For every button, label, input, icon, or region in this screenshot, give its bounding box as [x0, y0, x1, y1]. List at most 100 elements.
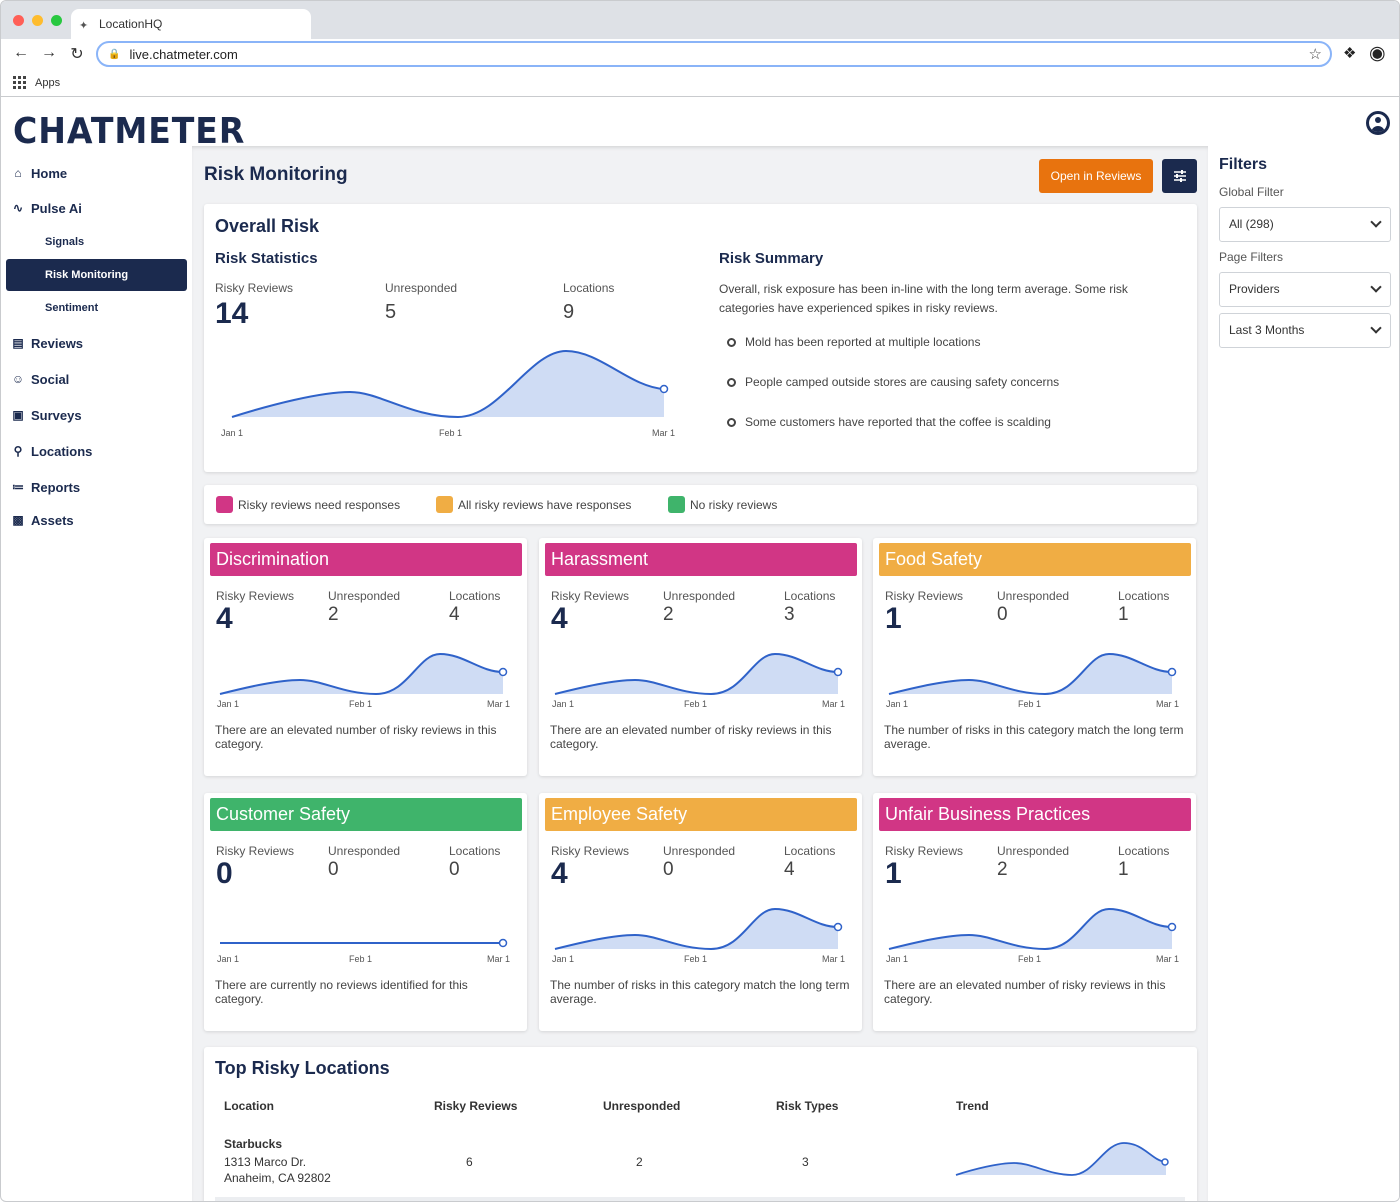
sidebar-subitem-signals[interactable]: Signals [45, 236, 85, 248]
chevron-down-icon [1370, 322, 1382, 334]
trend-endpoint[interactable] [498, 667, 508, 677]
locations-label: Locations [784, 589, 836, 603]
category-trend-chart [220, 938, 508, 948]
category-card-harassment[interactable]: Harassment Risky Reviews Unresponded Locati… [539, 538, 862, 776]
category-trend-chart [554, 907, 843, 951]
trend-endpoint[interactable] [659, 384, 669, 394]
category-title[interactable]: Unfair Business Practices [879, 798, 1191, 831]
main-content: Risk Monitoring Open in Reviews Overall … [192, 146, 1208, 1201]
minimize-window-button[interactable] [32, 15, 43, 26]
extensions-icon[interactable]: ❖ [1343, 45, 1357, 62]
category-note: There are currently no reviews identifie… [215, 978, 468, 1006]
sidebar-item-reports[interactable]: ≔ Reports [11, 477, 80, 497]
risky-reviews-value: 4 [216, 602, 233, 635]
filters-panel: Filters Global Filter All (298) Page Fil… [1208, 146, 1399, 1201]
reload-icon[interactable]: ↻ [70, 46, 84, 63]
locations-label: Locations [563, 281, 615, 295]
profile-icon[interactable]: ◉ [1369, 43, 1386, 64]
column-header-risk-types[interactable]: Risk Types [776, 1099, 839, 1113]
trend-line [888, 907, 1173, 951]
filter-settings-button[interactable] [1162, 159, 1197, 193]
category-card-customer-safety[interactable]: Customer Safety Risky Reviews Unresponded L… [204, 793, 527, 1031]
overall-risk-trend-chart [231, 349, 669, 419]
location-unresponded: 2 [636, 1155, 643, 1169]
category-card-discrimination[interactable]: Discrimination Risky Reviews Unresponded Lo… [204, 538, 527, 776]
category-card-unfair-business-practices[interactable]: Unfair Business Practices Risky Reviews Un… [873, 793, 1196, 1031]
category-title[interactable]: Customer Safety [210, 798, 522, 831]
trend-area [232, 351, 664, 417]
bookmark-star-icon[interactable]: ☆ [1308, 46, 1322, 63]
trend-area [220, 654, 503, 694]
top-risky-locations-title: Top Risky Locations [215, 1058, 390, 1078]
trend-endpoint[interactable] [833, 667, 843, 677]
category-title[interactable]: Employee Safety [545, 798, 857, 831]
global-filter-select[interactable]: All (298) [1219, 207, 1391, 242]
category-title[interactable]: Discrimination [210, 543, 522, 576]
providers-select[interactable]: Providers [1219, 272, 1391, 307]
overall-risk-card: Overall Risk Risk Statistics Risky Revie… [204, 204, 1197, 472]
sidebar-item-locations[interactable]: ⚲ Locations [11, 441, 93, 461]
sidebar-item-pulse-ai[interactable]: ∿ Pulse Ai [11, 198, 82, 218]
user-account-icon[interactable] [1366, 111, 1390, 135]
bullet-ring-icon [727, 337, 736, 347]
period-value: Last 3 Months [1229, 323, 1305, 337]
unresponded-label: Unresponded [663, 589, 736, 603]
column-header-location[interactable]: Location [224, 1099, 274, 1113]
bullet-text: Some customers have reported that the co… [745, 415, 1051, 429]
browser-tab[interactable]: ✦ LocationHQ [71, 9, 311, 39]
trend-endpoint[interactable] [833, 922, 843, 932]
location-risky-reviews: 6 [466, 1155, 473, 1169]
risk-summary-title: Risk Summary [719, 250, 824, 267]
category-title[interactable]: Harassment [545, 543, 857, 576]
category-card-employee-safety[interactable]: Employee Safety Risky Reviews Unresponded L… [539, 793, 862, 1031]
category-title[interactable]: Food Safety [879, 543, 1191, 576]
unresponded-value: 2 [328, 604, 339, 625]
trend-line [219, 652, 504, 696]
axis-label-feb: Feb 1 [1018, 699, 1042, 709]
category-trend-chart [888, 907, 1177, 951]
column-header-unresponded[interactable]: Unresponded [603, 1099, 681, 1113]
trend-line [554, 652, 839, 696]
sidebar-item-reviews[interactable]: ▤ Reviews [11, 333, 83, 353]
forward-icon[interactable]: → [41, 44, 57, 61]
column-header-risky-reviews[interactable]: Risky Reviews [434, 1099, 518, 1113]
axis-label-jan: Jan 1 [217, 954, 240, 964]
home-icon: ⌂ [14, 166, 22, 180]
unresponded-label: Unresponded [385, 281, 458, 295]
sidebar-item-assets[interactable]: ▩ Assets [11, 510, 73, 530]
trend-endpoint[interactable] [1167, 922, 1177, 932]
legend-item-have-responses: All risky reviews have responses [436, 496, 631, 513]
global-filter-value: All (298) [1229, 217, 1274, 231]
sidebar-item-surveys[interactable]: ▣ Surveys [11, 405, 81, 425]
locations-value: 0 [449, 859, 460, 880]
back-icon[interactable]: ← [13, 44, 29, 61]
sidebar-item-label: Locations [31, 443, 93, 459]
sidebar-subitem-sentiment[interactable]: Sentiment [45, 302, 99, 314]
sidebar-item-home[interactable]: ⌂ Home [11, 163, 67, 183]
open-in-reviews-button[interactable]: Open in Reviews [1039, 159, 1153, 193]
legend-label: Risky reviews need responses [238, 497, 401, 512]
address-bar[interactable]: 🔒 live.chatmeter.com ☆ [96, 41, 1332, 67]
column-header-trend[interactable]: Trend [956, 1099, 989, 1113]
apps-grid-icon[interactable] [13, 76, 26, 89]
trend-endpoint[interactable] [1167, 667, 1177, 677]
chatmeter-logo[interactable]: CHATMETER [13, 111, 246, 152]
sidebar-subitem-risk-monitoring[interactable]: Risk Monitoring [6, 259, 187, 291]
trend-endpoint[interactable] [498, 938, 508, 948]
location-name[interactable]: Starbucks [224, 1137, 283, 1151]
bookmarks-bar: Apps [1, 69, 1399, 97]
row-divider [215, 1197, 1185, 1201]
close-window-button[interactable] [13, 15, 24, 26]
apps-bookmark[interactable]: Apps [35, 77, 61, 89]
category-note: The number of risks in this category mat… [884, 723, 1184, 751]
providers-value: Providers [1229, 282, 1280, 296]
maximize-window-button[interactable] [51, 15, 62, 26]
sidebar-item-social[interactable]: ☺ Social [11, 369, 69, 389]
locations-value: 9 [563, 301, 575, 323]
page-filters-label: Page Filters [1219, 250, 1284, 264]
period-select[interactable]: Last 3 Months [1219, 313, 1391, 348]
category-note: There are an elevated number of risky re… [215, 723, 497, 751]
risk-statistics-title: Risk Statistics [215, 250, 318, 267]
category-card-food-safety[interactable]: Food Safety Risky Reviews Unresponded Locat… [873, 538, 1196, 776]
bullet-text: Mold has been reported at multiple locat… [745, 335, 981, 349]
